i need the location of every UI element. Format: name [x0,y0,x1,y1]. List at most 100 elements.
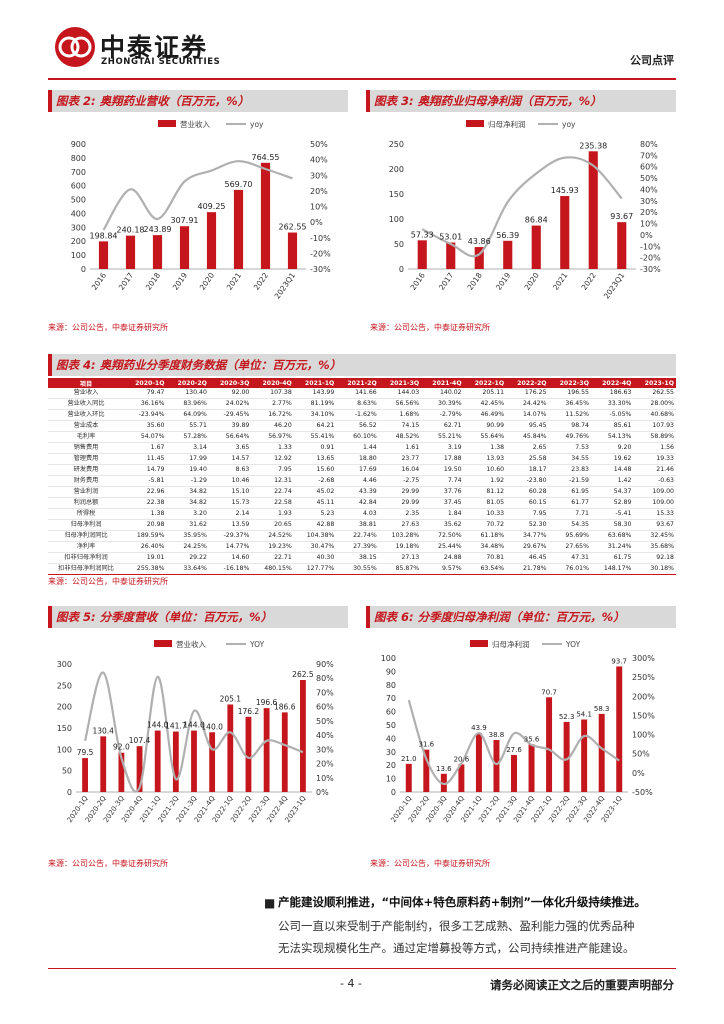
table-header-period: 2020-4Q [251,378,294,388]
table-header-period: 2021-3Q [378,378,422,388]
table-cell: 2.65 [506,442,549,454]
table-cell: 85.87% [378,563,422,575]
y2-tick-label: -20% [640,254,661,263]
y-tick-label: 100 [381,654,396,663]
table-cell: 19.62 [590,453,634,465]
y-tick-label: 90 [386,667,396,676]
bar [125,235,136,269]
table-cell: 1.38 [463,442,507,454]
table-cell: 61.95 [548,486,591,498]
data-label: 86.84 [525,216,548,225]
table-row: 营业收入 79.47 130.40 92.00 107.38 143.99 141.66 14… [48,388,676,399]
y2-tick-label: 0% [632,769,645,778]
y-tick-label: 0 [67,788,72,797]
legend-line-label: yoy [562,120,576,129]
y-tick-label: 50 [386,721,396,730]
y-tick-label: 150 [57,724,72,733]
table-header-period: 2021-2Q [336,378,379,388]
data-label: 70.7 [541,688,557,696]
table-cell: 16.72% [251,409,294,421]
table-cell: 25.58 [506,453,549,465]
data-label: 140.0 [201,722,223,731]
table-row: 财务费用 -5.81 -1.29 10.46 12.31 -2.68 4.46 -2.75 7.… [48,475,676,487]
x-tick-label: 2023Q1 [602,271,627,301]
table-cell: 30.18% [633,563,676,575]
bar [616,666,623,792]
table-cell: -1.29 [166,475,209,487]
data-label: 307.91 [171,216,199,225]
row-label: 归母净利润 [48,519,124,531]
table-cell: 262.55 [633,388,676,399]
table-cell: 3.19 [421,442,464,454]
disclaimer-notice: 请务必阅读正文之后的重要声明部分 [490,978,674,992]
table-cell: 34.10% [293,409,337,421]
y-tick-label: 300 [57,660,72,669]
data-label: 93.67 [610,212,633,221]
section-headline: 产能建设顺利推进，“中间体+特色原料药+制剂”一体化升级持续推进。 [278,895,646,909]
bar [260,162,271,269]
table-cell: 109.00 [633,497,676,509]
table-row: 扣非归母净利润同比 255.38% 33.64% -16.18% 480.15% 127.… [48,563,676,575]
data-label: 107.4 [129,736,151,745]
chart6-title: 图表 6: 分季度归母净利润（单位：百万元，%） [366,606,676,628]
x-tick-label: 2016 [90,271,108,292]
table-header-period: 2022-2Q [506,378,549,388]
table-cell: 255.38% [124,563,167,575]
data-label: 186.6 [274,702,296,711]
table-cell: 38.81 [336,519,379,531]
table-cell: 103.28% [378,530,422,542]
row-label: 营业利润 [48,486,124,498]
y-tick-label: 50 [62,767,72,776]
table-cell: 29.67% [506,541,549,553]
doc-type: 公司点评 [630,54,674,67]
table-cell: 127.77% [293,563,337,575]
table-cell: 22.71 [251,552,294,564]
table-cell: 1.84 [421,508,464,520]
bar [446,242,456,269]
table-cell: 17.99 [166,453,209,465]
table-cell: -23.94% [124,409,167,421]
table-cell: 176.25 [506,388,549,399]
quarterly-financial-table: 项目 2020-1Q 2020-2Q 2020-3Q 2020-4Q 2021-1Q 202… [48,378,676,575]
table-header-period: 2022-4Q [590,378,634,388]
bar [118,752,125,792]
y-tick-label: 100 [57,745,72,754]
y-tick-label: 0 [81,265,86,274]
table-cell: 35.60 [124,420,167,432]
table-row: 归母净利润同比 189.59% 35.95% -29.37% 24.52% 104.38%… [48,530,676,542]
table-cell: 10.60 [463,464,507,476]
table4-source: 来源：公司公告，中泰证券研究所 [48,577,168,586]
table-cell: 22.38 [124,497,167,509]
bar [528,744,535,792]
table-cell: 54.13% [590,431,634,443]
footer-divider [48,968,676,969]
table-cell: 95.69% [548,530,591,542]
table-cell: 4.03 [336,508,379,520]
y2-tick-label: 60% [640,163,658,172]
table-cell: 55.71 [166,420,209,432]
table-cell: -2.68 [293,475,337,487]
table-cell: 81.05 [463,497,507,509]
table-cell: 92.00 [208,388,252,399]
table-cell: 56.52 [336,420,379,432]
table-cell: 36.16% [124,398,167,410]
table-cell: -16.18% [208,563,252,575]
table-cell: 205.11 [463,388,507,399]
table-cell: 13.65 [293,453,337,465]
bar [179,226,190,269]
table-cell: 34.55 [548,453,591,465]
table-row: 毛利率 54.07% 57.28% 56.64% 56.97% 55.41% 60.10% 4… [48,431,676,443]
table-cell: 34.48% [463,541,507,553]
table-cell: 140.02 [421,388,464,399]
y2-tick-label: 30% [640,197,658,206]
data-label: 56.39 [496,231,519,240]
table-cell: 30.55% [336,563,379,575]
legend-bar-label: 归母净利润 [492,639,530,649]
logo-text-cn: 中泰证券 [100,33,209,62]
table-row: 净利率 26.40% 24.25% 14.77% 19.23% 30.47% 27.39% 1… [48,541,676,553]
data-label: 141.7 [165,722,187,731]
row-label: 所得税 [48,508,124,520]
y-tick-label: 70 [386,694,396,703]
y2-tick-label: 80% [640,140,658,149]
table-cell: 196.55 [548,388,591,399]
